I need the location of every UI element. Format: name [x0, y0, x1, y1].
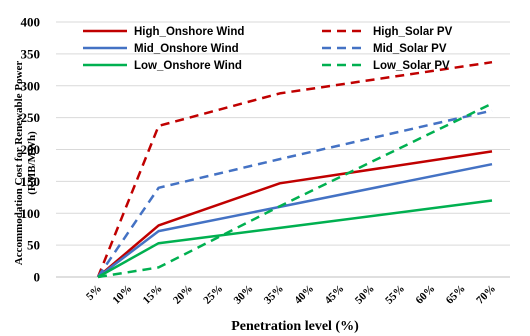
x-tick-labels: 5% 10% 15% 20% 25% 30% 35% 40% 45% 50% 55% 60% 65% 70…	[84, 283, 498, 307]
legend-label: Mid_Onshore Wind	[134, 43, 239, 55]
series-line	[97, 199, 493, 279]
x-tick-label: 50%	[353, 283, 377, 307]
legend-label: Low_Onshore Wind	[134, 60, 242, 72]
y-tick-label: 200	[21, 142, 41, 157]
x-tick-label: 55%	[383, 283, 407, 307]
series-line	[97, 102, 493, 279]
x-tick-label: 15%	[141, 283, 165, 307]
legend-label: High_Solar PV	[373, 26, 453, 38]
series-line	[96, 109, 493, 278]
legend-label: Low_Solar PV	[373, 60, 450, 72]
x-tick-label: 70%	[474, 283, 498, 307]
y-tick-label: 100	[21, 206, 41, 221]
x-tick-label: 65%	[444, 283, 468, 307]
x-tick-label: 30%	[232, 283, 256, 307]
series-line	[97, 150, 493, 278]
legend: High_Onshore Wind High_Solar PV Mid_Onshor…	[83, 26, 453, 72]
y-tick-label: 0	[34, 270, 41, 285]
y-axis-title-line-1: Accommodation Cost for Renewable Power	[13, 61, 25, 266]
y-axis-title-line-2: (RMB/MWh)	[26, 131, 38, 195]
y-tick-label: 400	[21, 15, 41, 30]
legend-label: High_Onshore Wind	[134, 26, 244, 38]
x-tick-label: 20%	[171, 283, 195, 307]
x-tick-label: 45%	[323, 283, 347, 307]
y-tick-labels: 0 50 100 150 200 250 300 350 400	[21, 15, 41, 285]
legend-label: Mid_Solar PV	[373, 43, 447, 55]
series-line	[97, 162, 493, 278]
y-tick-label: 300	[21, 78, 41, 93]
y-tick-label: 150	[21, 174, 41, 189]
x-tick-label: 25%	[201, 283, 225, 307]
x-axis-title: Penetration level (%)	[231, 319, 359, 334]
series-lines	[96, 60, 493, 279]
x-tick-label: 10%	[110, 283, 134, 307]
x-tick-label: 40%	[292, 283, 316, 307]
x-tick-label: 35%	[262, 283, 286, 307]
x-tick-label: 60%	[413, 283, 437, 307]
y-axis-title: Accommodation Cost for Renewable Power (…	[13, 61, 38, 266]
series-line	[96, 60, 493, 278]
y-tick-label: 350	[21, 46, 41, 61]
gridlines	[56, 21, 510, 246]
y-tick-label: 50	[27, 238, 40, 253]
y-tick-label: 250	[21, 110, 41, 125]
x-tick-label: 5%	[84, 283, 104, 303]
